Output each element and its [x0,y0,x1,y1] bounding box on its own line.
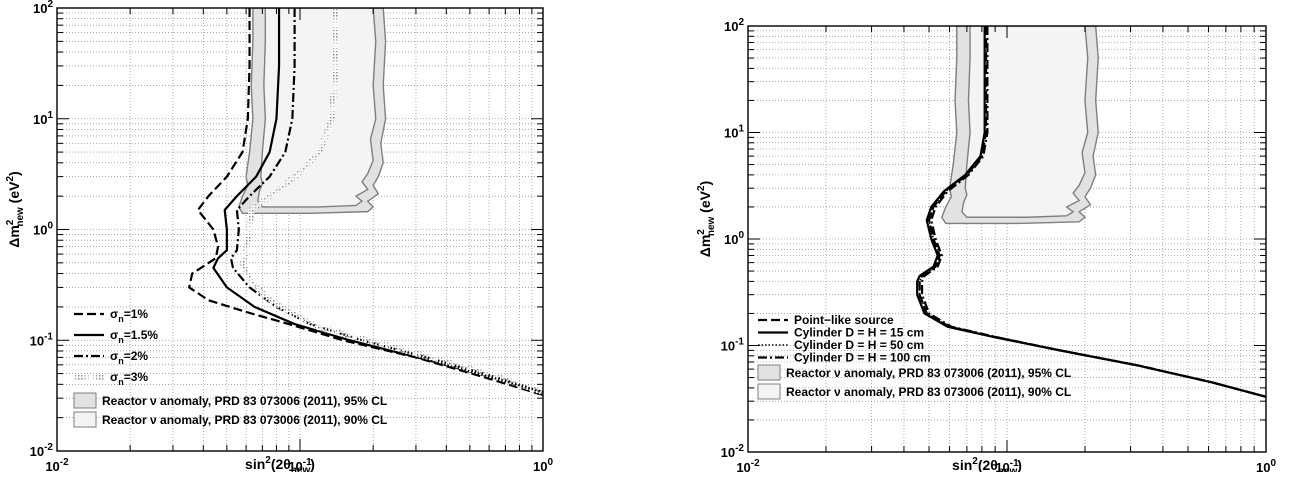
legend-swatch [73,392,97,409]
legend-label: σn=1% [110,307,148,324]
series-line-1 [212,8,543,394]
y-tick-label: 10-2 [30,442,54,459]
legend-label: σn=3% [110,370,148,387]
x-tick-label: 10-2 [736,458,760,472]
y-tick-label: 102 [33,0,53,16]
legend-label: Cylinder D = H = 50 cm [794,338,924,352]
data-layer [188,8,543,397]
y-tick-label: 100 [724,230,744,247]
tick-marks [747,25,1267,453]
x-axis-label: sin2(2θnew) [245,455,315,472]
legend-label: σn=2% [110,349,148,366]
y-axis-label: Δm2new (eV2) [696,181,717,257]
series-line-0 [188,8,543,397]
legend-swatch [73,411,97,428]
legend-label: σn=1.5% [110,328,158,345]
x-tick-label: 10-1 [288,457,312,472]
legend-label: Reactor ν anomaly, PRD 83 073006 (2011),… [786,366,1071,380]
series-line-3 [920,26,1266,398]
legend-label: Cylinder D = H = 100 cm [794,351,931,365]
legend-label: Reactor ν anomaly, PRD 83 073006 (2011),… [102,394,387,408]
series-line-1 [916,26,1266,398]
legend-swatch [757,383,781,400]
x-tick-label: 10-1 [995,458,1019,472]
series-line-3 [239,8,543,395]
x-tick-label: 10-2 [45,457,69,472]
legend-label: Reactor ν anomaly, PRD 83 073006 (2011),… [102,413,387,427]
y-axis-label: Δm2new (eV2) [5,171,26,247]
y-tick-label: 10-1 [721,337,745,354]
tick-marks [56,7,544,452]
y-tick-label: 10-2 [721,443,745,460]
left-plot: 10-2 10-1 100 10-2 10-1 100 101 102 sin2(2θnew) Δ… [5,0,553,476]
x-tick-label: 100 [533,457,553,472]
region-90cl [961,26,1089,218]
legend-label: Reactor ν anomaly, PRD 83 073006 (2011),… [786,385,1071,399]
legend-label: Cylinder D = H = 15 cm [794,326,924,340]
series-line-2 [229,8,543,394]
y-tick-label: 101 [33,110,53,127]
region-90cl [256,8,377,208]
series-line-0 [918,26,1266,398]
data-layer [916,26,1266,398]
y-tick-label: 101 [724,124,744,141]
y-tick-label: 100 [33,221,53,238]
legend-label: Point−like source [794,313,894,327]
y-tick-label: 10-1 [30,331,54,348]
legend-swatch [757,364,781,381]
x-tick-label: 100 [1256,458,1276,472]
y-tick-label: 102 [724,17,744,34]
legend: σn=1% σn=1.5% σn=2% σn=3% Reactor ν anomaly,… [73,307,387,428]
right-plot: 10-2 10-1 10010-210-1100101102sin2(2θnew)Δ… [696,17,1276,477]
